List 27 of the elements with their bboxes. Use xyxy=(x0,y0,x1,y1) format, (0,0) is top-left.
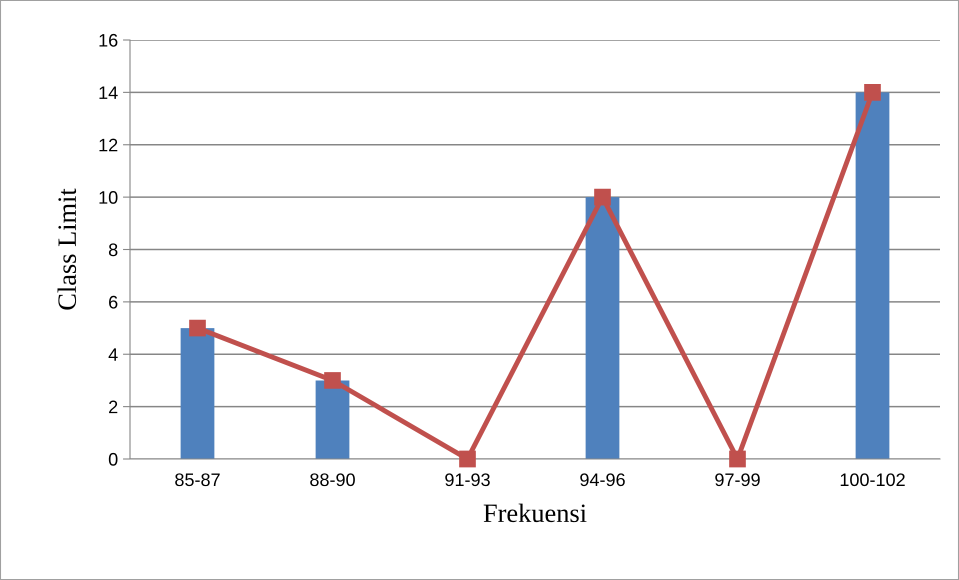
y-tick-label: 16 xyxy=(99,34,118,47)
y-tick-label: 10 xyxy=(99,191,118,204)
point xyxy=(459,450,476,468)
y-tick-label: 4 xyxy=(108,348,118,361)
y-tick-label: 12 xyxy=(99,138,118,152)
point xyxy=(729,450,746,468)
y-tick-label: 6 xyxy=(109,296,118,309)
y-tick-label: 2 xyxy=(109,400,118,414)
x-tick-label: 100-102 xyxy=(840,473,905,486)
x-axis-title: Frekuensi xyxy=(484,504,587,522)
bar xyxy=(586,197,620,459)
y-tick-label: 8 xyxy=(108,243,118,256)
x-tick-label: 85-87 xyxy=(175,473,220,486)
point xyxy=(594,188,611,206)
point xyxy=(864,84,881,101)
x-tick-label: 88-90 xyxy=(310,473,355,486)
x-tick-label: 97-99 xyxy=(715,473,760,486)
point xyxy=(189,320,206,336)
x-tick-label: 94-96 xyxy=(580,473,625,486)
y-axis-title: Class Limit xyxy=(58,188,76,310)
point xyxy=(324,372,341,389)
x-tick-label: 91-93 xyxy=(445,473,490,486)
y-tick-label: 0 xyxy=(108,452,118,466)
bar xyxy=(856,92,890,459)
bar xyxy=(316,380,350,459)
bar xyxy=(180,328,214,459)
y-tick-label: 14 xyxy=(99,86,118,99)
